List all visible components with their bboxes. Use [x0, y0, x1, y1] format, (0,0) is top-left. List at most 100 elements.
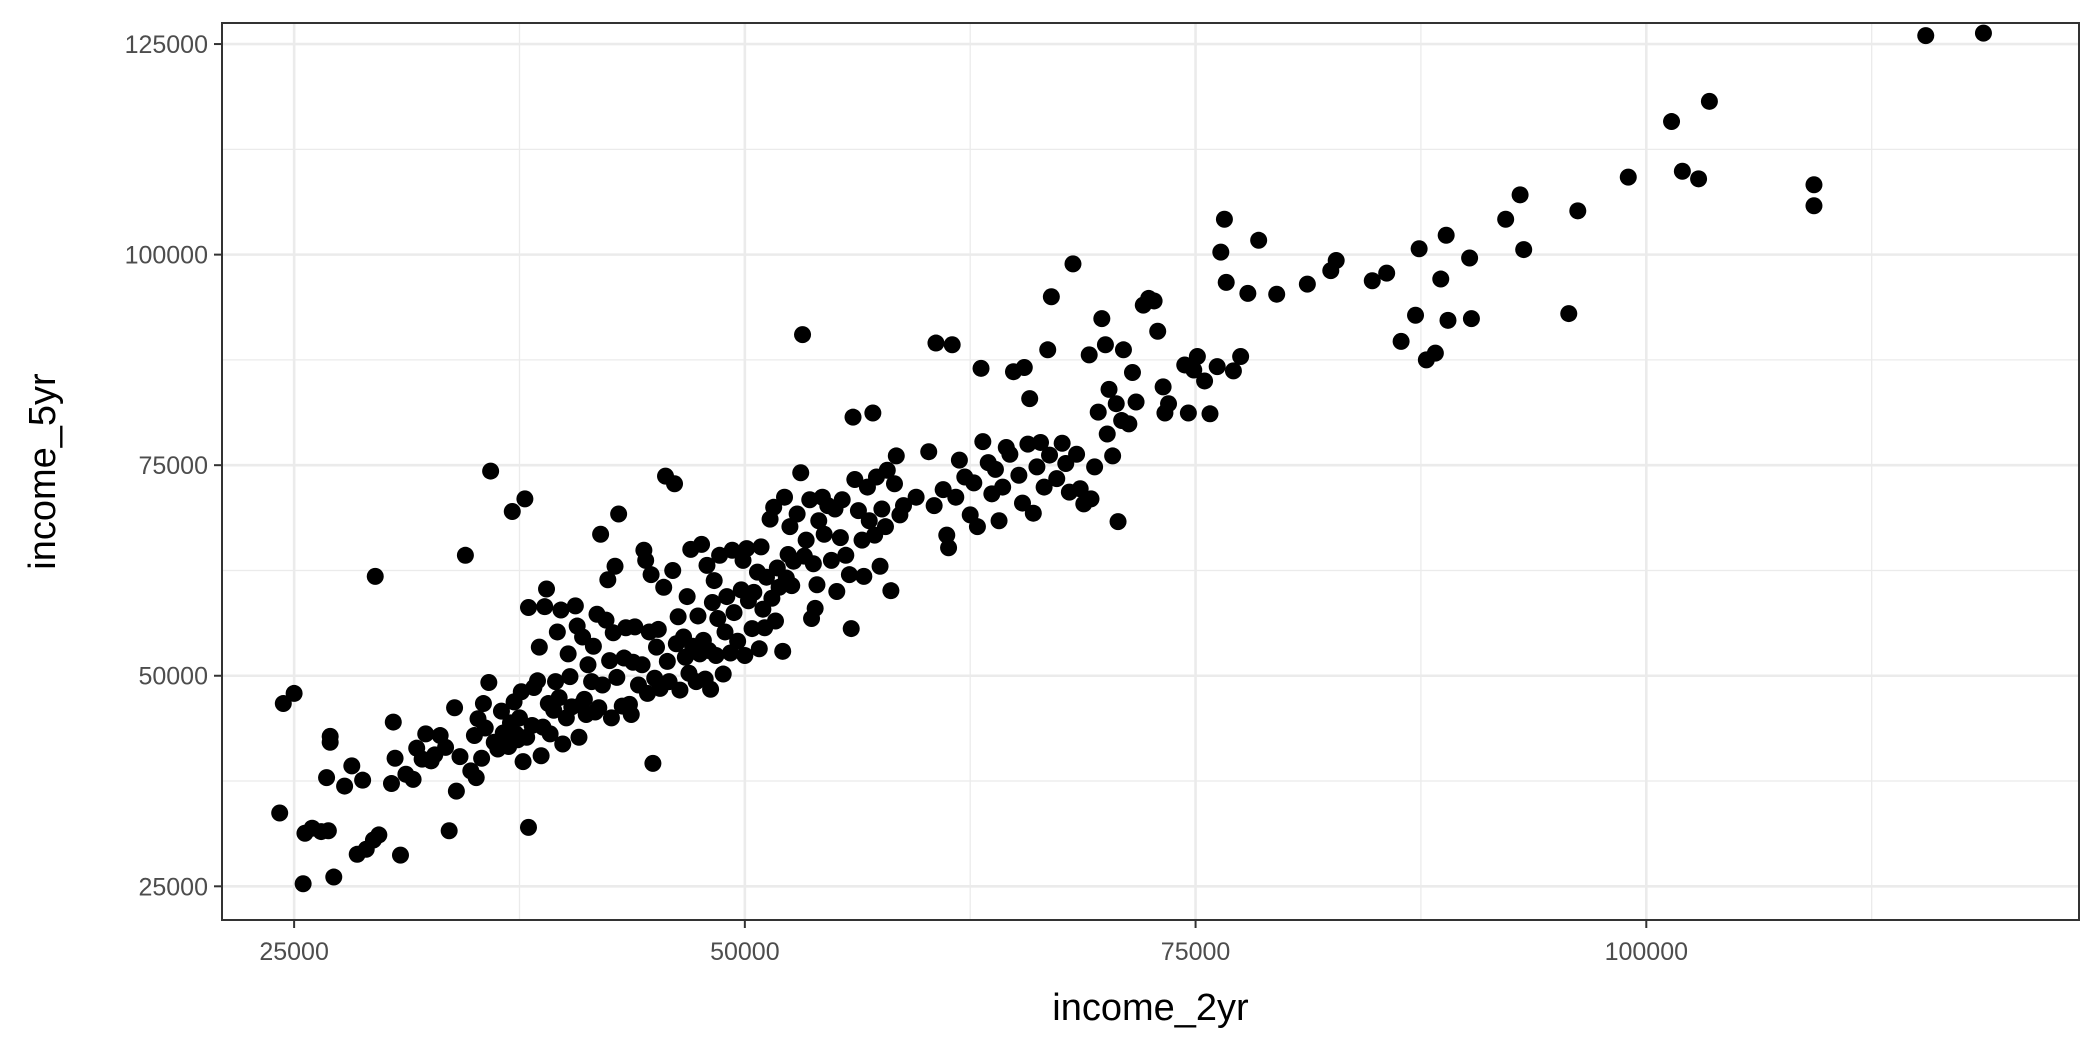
- data-point: [950, 451, 968, 469]
- data-point: [1096, 336, 1114, 354]
- data-point: [986, 460, 1004, 478]
- x-tick-label: 25000: [259, 938, 329, 966]
- data-point: [783, 577, 801, 595]
- data-point: [907, 488, 925, 506]
- data-point: [707, 647, 725, 665]
- data-point: [541, 725, 559, 743]
- data-point: [516, 490, 534, 508]
- data-point: [519, 818, 537, 836]
- data-point: [579, 656, 597, 674]
- data-point: [1039, 341, 1057, 359]
- data-point: [1104, 447, 1122, 465]
- data-point: [752, 538, 770, 556]
- data-point: [887, 447, 905, 465]
- data-point: [637, 551, 655, 569]
- data-point: [1015, 358, 1033, 376]
- y-tick-label: 25000: [138, 873, 208, 901]
- data-point: [532, 747, 550, 765]
- y-tick-label: 100000: [125, 242, 208, 270]
- data-point: [920, 443, 938, 461]
- data-point: [1511, 186, 1529, 204]
- data-point: [285, 684, 303, 702]
- data-points: [271, 24, 1992, 893]
- data-point: [633, 656, 651, 674]
- data-point: [655, 578, 673, 596]
- data-point: [294, 875, 312, 893]
- data-point: [871, 557, 889, 575]
- data-point: [1426, 344, 1444, 362]
- data-point: [492, 702, 510, 720]
- data-point: [514, 753, 532, 771]
- data-point: [1114, 341, 1132, 359]
- data-point: [664, 561, 682, 579]
- data-point: [738, 540, 756, 558]
- data-point: [622, 705, 640, 723]
- data-point: [1068, 445, 1086, 463]
- data-point: [831, 529, 849, 547]
- data-point: [321, 727, 339, 745]
- data-point: [736, 647, 754, 665]
- data-point: [1327, 252, 1345, 270]
- data-point: [844, 408, 862, 426]
- data-point: [689, 607, 707, 625]
- data-point: [693, 535, 711, 553]
- data-point: [503, 503, 521, 521]
- x-tick-label: 50000: [710, 938, 780, 966]
- data-point: [846, 471, 864, 489]
- data-point: [1569, 202, 1587, 220]
- data-point: [709, 609, 727, 627]
- data-point: [1224, 362, 1242, 380]
- data-point: [765, 498, 783, 516]
- data-point: [1048, 470, 1066, 488]
- data-point: [774, 642, 792, 660]
- data-point: [648, 638, 666, 656]
- data-point: [610, 505, 628, 523]
- data-point: [1160, 395, 1178, 413]
- data-point: [895, 497, 913, 515]
- data-point: [801, 491, 819, 509]
- data-point: [1497, 210, 1515, 228]
- data-point: [1098, 425, 1116, 443]
- data-point: [815, 525, 833, 543]
- data-point: [447, 782, 465, 800]
- data-point: [644, 754, 662, 772]
- data-point: [1123, 364, 1141, 382]
- data-point: [510, 709, 528, 727]
- data-point: [1001, 445, 1019, 463]
- data-point: [1032, 433, 1050, 451]
- data-point: [990, 512, 1008, 530]
- x-axis-title: income_2yr: [1052, 987, 1249, 1029]
- data-point: [1673, 162, 1691, 180]
- data-point: [1154, 378, 1172, 396]
- data-point: [446, 699, 464, 717]
- y-tick-label: 50000: [138, 663, 208, 691]
- data-point: [745, 583, 763, 601]
- data-point: [840, 566, 858, 584]
- data-point: [1217, 273, 1235, 291]
- data-point: [833, 491, 851, 509]
- data-point: [382, 775, 400, 793]
- data-point: [1013, 494, 1031, 512]
- data-point: [530, 638, 548, 656]
- data-point: [370, 826, 388, 844]
- data-point: [1619, 168, 1637, 186]
- data-point: [1515, 241, 1533, 259]
- y-axis-title: income_5yr: [22, 373, 64, 570]
- data-point: [1028, 458, 1046, 476]
- data-point: [599, 571, 617, 589]
- data-point: [806, 599, 824, 617]
- data-point: [766, 612, 784, 630]
- data-point: [566, 597, 584, 615]
- panel-border: [221, 22, 2080, 921]
- data-point: [702, 680, 720, 698]
- data-point: [940, 539, 958, 557]
- data-point: [1086, 458, 1104, 476]
- data-point: [536, 598, 554, 616]
- data-point: [1410, 240, 1428, 258]
- data-point: [938, 526, 956, 544]
- data-point: [606, 557, 624, 575]
- data-point: [804, 555, 822, 573]
- data-point: [947, 488, 965, 506]
- data-point: [703, 593, 721, 611]
- data-point: [878, 461, 896, 479]
